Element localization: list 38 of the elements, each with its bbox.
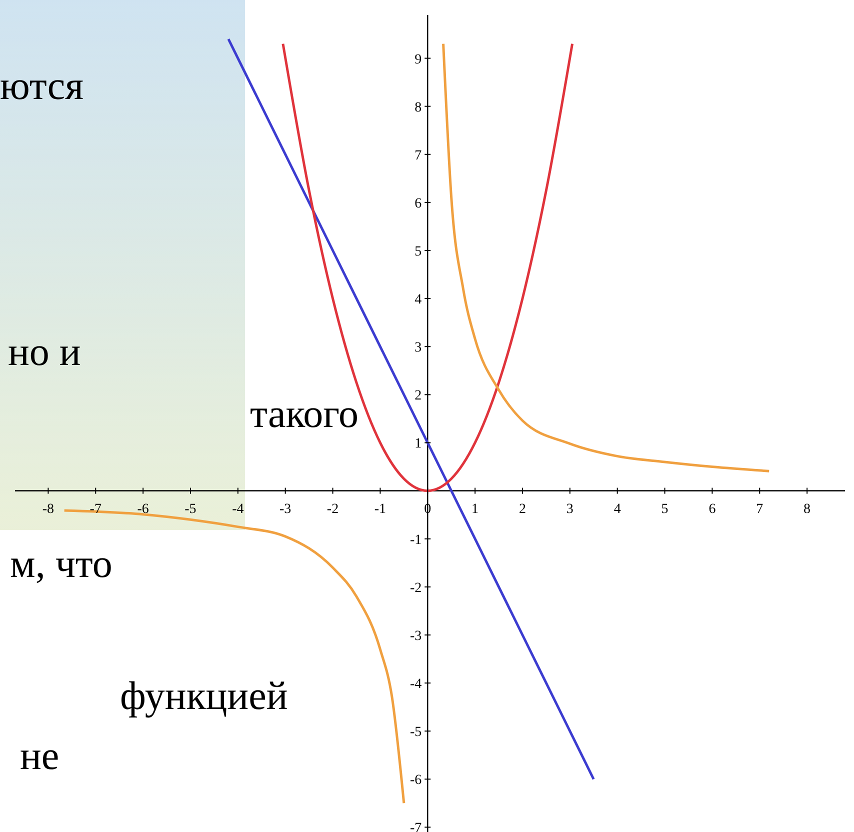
annotation: м, что	[10, 540, 112, 587]
y-tick-label: 2	[414, 388, 422, 404]
y-tick-label: -5	[410, 725, 422, 740]
annotation: такого	[250, 390, 359, 437]
x-tick-label: 1	[472, 502, 479, 517]
x-tick-label: -4	[232, 502, 244, 517]
y-tick-label: 5	[414, 244, 422, 260]
y-tick-label: 8	[414, 100, 422, 116]
y-tick-label: 6	[414, 196, 422, 212]
x-tick-label: -6	[137, 502, 149, 517]
y-tick-label: 3	[414, 340, 422, 356]
x-tick-label: 8	[804, 502, 811, 517]
annotation: не	[20, 732, 60, 779]
y-tick-label: -1	[410, 532, 422, 548]
y-tick-label: -2	[410, 580, 422, 596]
x-tick-label: 3	[566, 502, 574, 517]
line-series	[442, 42, 770, 472]
x-tick-label: 7	[756, 502, 764, 517]
x-tick-label: -3	[280, 502, 292, 517]
x-tick-label: 6	[708, 502, 716, 517]
y-tick-label: -3	[410, 628, 422, 644]
y-tick-label: -6	[410, 773, 422, 788]
x-tick-label: -5	[184, 502, 196, 517]
x-tick-label: -8	[42, 502, 54, 517]
x-tick-label: 5	[661, 502, 668, 517]
annotation: но и	[8, 328, 81, 375]
x-tick-label: -2	[326, 502, 339, 517]
y-tick-label: -7	[410, 821, 422, 832]
y-tick-label: 1	[414, 436, 422, 452]
annotation: ются	[0, 62, 84, 109]
x-tick-label: 4	[614, 502, 621, 517]
y-tick-label: 7	[414, 148, 422, 164]
y-tick-label: 4	[414, 292, 422, 308]
x-tick-label: 2	[518, 502, 526, 517]
y-tick-label: 9	[414, 52, 422, 68]
y-tick-label: -4	[410, 677, 422, 692]
x-tick-label: -1	[374, 502, 386, 517]
annotation: функцией	[120, 672, 288, 719]
